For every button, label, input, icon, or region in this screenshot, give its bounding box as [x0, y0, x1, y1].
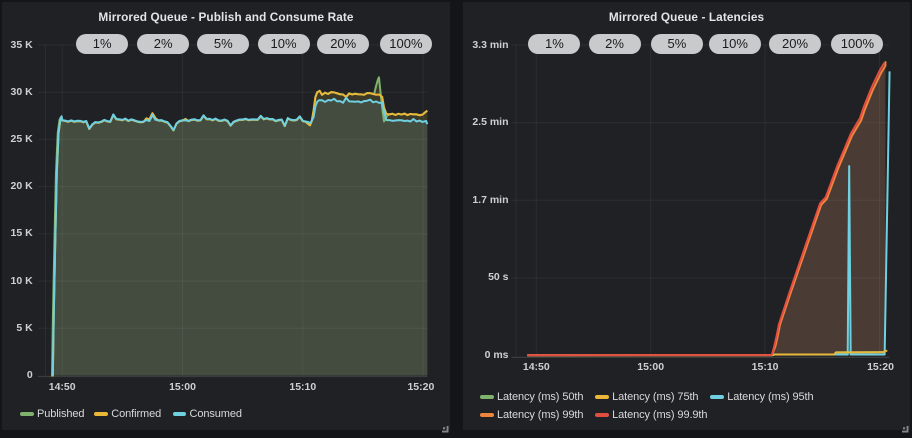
legend-series-label: Consumed — [189, 407, 243, 420]
x-axis-label: 15:20 — [867, 361, 894, 373]
legend-series-dash — [480, 394, 494, 399]
legend-item[interactable]: Latency (ms) 99.9th — [595, 408, 708, 422]
legend-series-dash — [710, 394, 724, 399]
annotation-pill-1pct[interactable]: 1% — [76, 33, 129, 54]
y-axis-label: 2.5 min — [472, 116, 509, 129]
legend-series-dash — [94, 411, 108, 416]
y-axis-label: 1.7 min — [472, 193, 509, 206]
x-axis-label: 15:00 — [637, 361, 665, 373]
resize-corner-icon — [902, 426, 909, 433]
legend-item[interactable]: Latency (ms) 75th — [595, 390, 699, 404]
panel-resize-handle[interactable] — [900, 420, 909, 433]
y-axis-label: 25 K — [10, 132, 33, 145]
y-axis-label: 10 K — [10, 274, 33, 287]
y-axis-label: 3.3 min — [472, 38, 509, 51]
panel-title[interactable]: Mirrored Queue - Latencies — [608, 10, 765, 24]
annotation-pill-10pct[interactable]: 10% — [708, 33, 761, 54]
legend-item[interactable]: Consumed — [172, 407, 243, 421]
annotation-pill-20pct[interactable]: 20% — [769, 33, 822, 54]
y-axis-label: 20 K — [10, 180, 33, 193]
legend-item[interactable]: Confirmed — [94, 407, 161, 421]
y-axis-label: 0 ms — [484, 349, 509, 362]
legend-series-dash — [595, 394, 609, 399]
annotation-pill-5pct[interactable]: 5% — [650, 33, 703, 54]
y-axis-label: 5 K — [16, 321, 33, 334]
annotation-pill-2pct[interactable]: 2% — [588, 33, 641, 54]
panel-resize-handle[interactable] — [440, 420, 449, 433]
panel-publish-consume-rate: Mirrored Queue - Publish and Consume Rat… — [2, 2, 450, 433]
panel-title[interactable]: Mirrored Queue - Publish and Consume Rat… — [98, 10, 354, 24]
plot-area[interactable] — [45, 47, 428, 378]
y-axis-label: 35 K — [10, 38, 33, 51]
legend-series-dash — [595, 413, 609, 417]
legend-series-label: Published — [37, 407, 85, 420]
legend-item[interactable]: Latency (ms) 95th — [710, 390, 814, 404]
plot-area[interactable] — [516, 47, 890, 358]
annotation-pill-20pct[interactable]: 20% — [317, 33, 370, 54]
x-axis-label: 15:10 — [751, 361, 779, 373]
legend-item[interactable]: Latency (ms) 50th — [480, 390, 583, 404]
resize-corner-icon — [442, 426, 449, 433]
legend-item[interactable]: Latency (ms) 99th — [480, 408, 583, 422]
legend-series-label: Latency (ms) 99th — [497, 409, 584, 421]
legend-series-label: Confirmed — [111, 407, 162, 420]
legend-series-dash — [480, 413, 494, 417]
legend-series-dash — [172, 411, 186, 416]
annotation-pill-1pct[interactable]: 1% — [528, 33, 581, 54]
annotation-pill-2pct[interactable]: 2% — [137, 33, 190, 54]
y-axis-label: 30 K — [10, 85, 33, 98]
legend-series-label: Latency (ms) 95th — [727, 390, 814, 403]
x-axis-label: 15:00 — [169, 380, 196, 393]
x-axis-label: 14:50 — [48, 380, 76, 393]
y-axis-label: 0 — [26, 369, 33, 381]
legend-series-dash — [20, 411, 34, 416]
x-axis-label: 15:10 — [289, 380, 317, 393]
annotation-pill-5pct[interactable]: 5% — [197, 33, 250, 54]
y-axis-label: 15 K — [10, 227, 33, 240]
legend-series-label: Latency (ms) 99.9th — [612, 409, 708, 421]
legend-item[interactable]: Published — [20, 407, 85, 421]
annotation-pill-100pct[interactable]: 100% — [831, 33, 884, 54]
x-axis-label: 15:20 — [407, 380, 435, 393]
annotation-pill-100pct[interactable]: 100% — [379, 33, 432, 54]
legend-series-label: Latency (ms) 50th — [497, 390, 584, 403]
x-axis-label: 14:50 — [522, 361, 550, 373]
y-axis-label: 50 s — [488, 271, 509, 284]
annotation-pill-10pct[interactable]: 10% — [257, 33, 310, 54]
legend-series-label: Latency (ms) 75th — [612, 390, 699, 403]
